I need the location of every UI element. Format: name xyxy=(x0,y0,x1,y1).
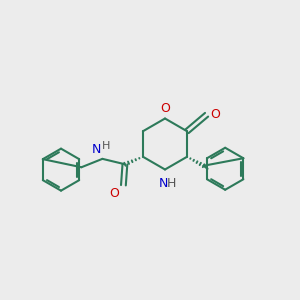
Text: N: N xyxy=(92,143,101,156)
Text: O: O xyxy=(160,102,170,115)
Text: H: H xyxy=(167,177,176,190)
Text: N: N xyxy=(159,177,168,190)
Text: H: H xyxy=(102,141,110,151)
Text: O: O xyxy=(210,108,220,121)
Text: O: O xyxy=(109,187,119,200)
